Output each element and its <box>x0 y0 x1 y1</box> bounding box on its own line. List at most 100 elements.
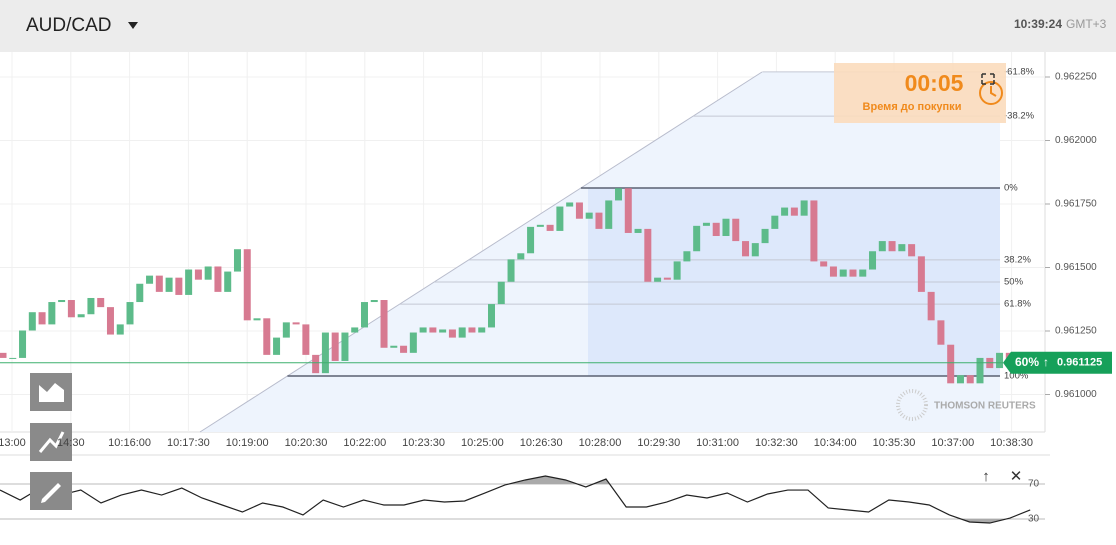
candle <box>800 200 808 216</box>
price-tag <box>1003 351 1112 374</box>
candle <box>67 300 75 318</box>
candle <box>58 300 66 303</box>
candle <box>302 324 310 355</box>
fib-level-label: 38.2% <box>1004 254 1031 265</box>
candle <box>429 327 437 333</box>
osc-line <box>0 475 1031 524</box>
time-label: 10:20:30 <box>285 437 328 449</box>
candle <box>146 275 154 284</box>
candle <box>810 200 818 262</box>
candle <box>615 188 623 201</box>
candle <box>155 275 163 292</box>
candle <box>448 329 456 338</box>
candle <box>312 354 320 374</box>
direction: ↑ <box>1043 355 1049 369</box>
candle <box>859 269 867 277</box>
candle <box>390 345 398 348</box>
candle <box>566 202 574 207</box>
candle <box>126 302 134 325</box>
time-label: 10:23:30 <box>402 437 445 449</box>
candle <box>644 228 652 282</box>
price-tick-label: 0.961000 <box>1055 389 1097 400</box>
candle <box>380 300 388 348</box>
candle <box>751 243 759 257</box>
candle <box>175 277 183 295</box>
fib-level-label: -61.8% <box>1004 66 1035 77</box>
tools <box>30 373 72 510</box>
candle <box>321 332 329 374</box>
time-label: 10:28:00 <box>579 437 622 449</box>
timer-hands <box>990 86 997 97</box>
candle <box>966 375 974 384</box>
candle <box>781 207 789 216</box>
candle <box>224 271 232 292</box>
candle <box>556 206 564 231</box>
candle <box>409 332 417 353</box>
time-label: 10:25:00 <box>461 437 504 449</box>
reuters-logo <box>896 389 928 421</box>
candle <box>19 330 27 358</box>
candle <box>360 302 368 328</box>
candle <box>575 202 583 219</box>
candle <box>683 251 691 262</box>
candle <box>233 249 241 272</box>
candle <box>917 256 925 292</box>
candle <box>165 277 173 292</box>
candle <box>869 251 877 270</box>
candle <box>742 241 750 257</box>
candle <box>0 352 7 358</box>
time-label: 10:34:00 <box>814 437 857 449</box>
pair-name[interactable]: AUD/CAD <box>26 15 112 36</box>
clock: 10:39:24 <box>1014 17 1062 31</box>
pencil-icon <box>41 483 61 503</box>
candle <box>400 345 408 353</box>
area-icon <box>39 383 64 402</box>
candle <box>878 241 886 252</box>
candle <box>136 283 144 303</box>
candle <box>976 357 984 384</box>
candle <box>585 212 593 219</box>
candle <box>48 302 56 325</box>
candle <box>673 261 681 280</box>
candle <box>488 304 495 328</box>
candle <box>370 300 378 303</box>
candle <box>546 224 554 231</box>
candle <box>829 266 837 277</box>
candle <box>761 228 769 244</box>
candle <box>898 244 906 252</box>
time-label: 10:38:30 <box>990 437 1033 449</box>
candle <box>263 318 271 355</box>
candle <box>996 352 1004 369</box>
timer-countdown: 00:05 <box>905 70 964 96</box>
timer-caption: Время до покупки <box>863 101 962 113</box>
pair-caret[interactable] <box>128 22 138 29</box>
candle <box>517 253 525 260</box>
fullscreen-icon[interactable] <box>981 73 995 85</box>
osc-button[interactable]: ↑ <box>982 468 990 485</box>
candle <box>331 332 339 361</box>
candle <box>595 212 603 229</box>
candle <box>253 318 261 321</box>
fib-level-label: 61.8% <box>1004 299 1031 310</box>
candle <box>654 277 662 282</box>
candle <box>204 266 212 280</box>
candle <box>527 226 535 254</box>
candle <box>9 357 17 359</box>
candle <box>351 327 359 333</box>
time-label: 10:19:00 <box>226 437 269 449</box>
indicator-icon <box>38 431 65 453</box>
osc-button[interactable]: ✕ <box>1010 468 1023 485</box>
fib-level-label: 100% <box>1004 371 1029 382</box>
time-label: 10:31:00 <box>696 437 739 449</box>
candle <box>478 327 486 333</box>
osc-level-label: 30 <box>1028 514 1040 525</box>
candle <box>947 344 955 384</box>
candle <box>888 241 896 252</box>
candle <box>185 269 193 295</box>
candle <box>116 324 124 335</box>
fib-trendline <box>199 71 763 433</box>
time-label: 10:32:30 <box>755 437 798 449</box>
time-label: 10:35:30 <box>873 437 916 449</box>
osc-level-label: 70 <box>1028 479 1040 490</box>
